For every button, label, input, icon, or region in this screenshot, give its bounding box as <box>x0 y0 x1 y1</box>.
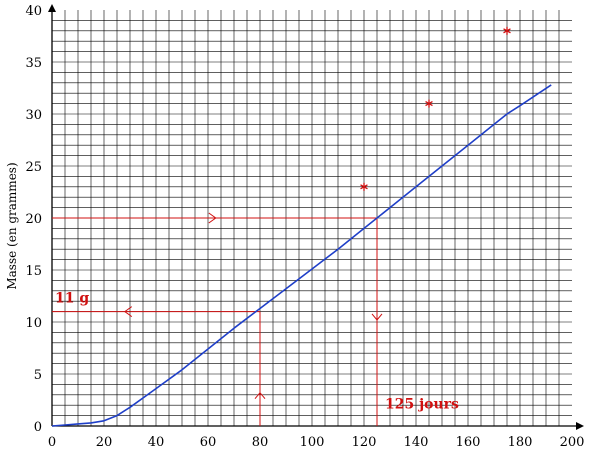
y-tick-label: 5 <box>34 368 42 383</box>
x-tick-label: 180 <box>508 435 533 450</box>
series-line <box>51 84 552 427</box>
x-tick-label: 60 <box>200 435 217 450</box>
x-tick-label: 140 <box>404 435 429 450</box>
reading-guides: 11 g 125 jours <box>52 212 459 426</box>
y-axis-label: Masse (en grammes) <box>5 162 19 289</box>
x-tick-label: 160 <box>456 435 481 450</box>
x-tick-label: 20 <box>96 435 113 450</box>
x-tick-label: 40 <box>148 435 165 450</box>
y-tick-label: 30 <box>25 108 42 123</box>
y-tick-label: 40 <box>25 4 42 19</box>
y-tick-label: 0 <box>34 420 42 435</box>
x-axis-arrow <box>576 422 584 430</box>
data-point <box>503 26 511 35</box>
guide-arrowhead <box>371 313 383 321</box>
data-point <box>425 99 433 108</box>
y-tick-label: 25 <box>25 160 42 175</box>
data-point <box>360 182 368 191</box>
x-tick-label: 100 <box>300 435 325 450</box>
guide-arrowhead <box>208 212 217 224</box>
y-tick-label: 15 <box>25 264 42 279</box>
y-tick-label: 10 <box>25 316 42 331</box>
data-point-stroke <box>503 28 511 34</box>
y-axis-arrow <box>48 4 56 12</box>
data-point-stroke <box>360 184 368 190</box>
x-tick-label: 200 <box>560 435 585 450</box>
y-tick-label: 35 <box>25 56 42 71</box>
y-tick-label: 20 <box>25 212 42 227</box>
guide-arrowhead <box>123 306 133 318</box>
guide-value-label: 125 jours <box>385 396 459 412</box>
x-tick-label: 80 <box>252 435 269 450</box>
guide-value-label: 11 g <box>55 291 89 307</box>
data-point-stroke <box>425 101 433 107</box>
x-tick-label: 120 <box>352 435 377 450</box>
x-tick-label: 0 <box>48 435 56 450</box>
guide-arrowhead <box>254 391 266 400</box>
